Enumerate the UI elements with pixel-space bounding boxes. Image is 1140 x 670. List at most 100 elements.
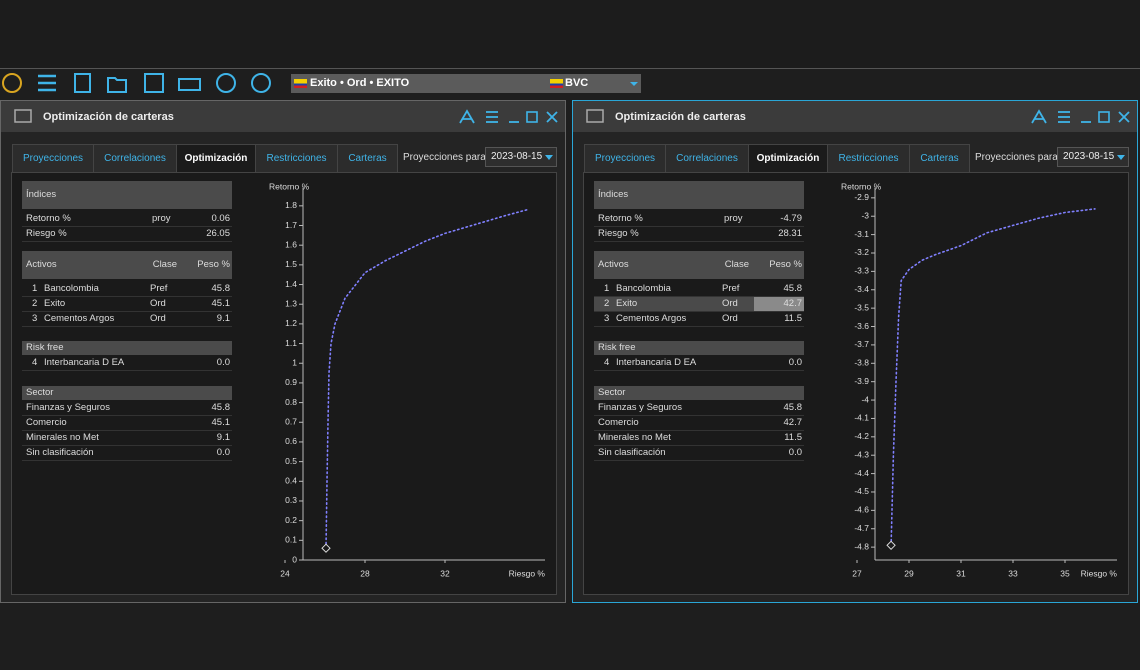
section-title: Risk free [26,342,64,353]
row-class: Ord [150,298,166,309]
date-selector[interactable]: 2023-08-15 [1057,147,1129,167]
row-index: 4 [604,357,610,368]
help-icon[interactable] [251,73,271,93]
row-value: 42.7 [783,417,803,428]
row-value: -4.79 [780,213,802,224]
date-selector[interactable]: 2023-08-15 [485,147,557,167]
row-label: Comercio [26,417,67,428]
risk-free-header [22,341,232,355]
row-value: 45.1 [211,417,231,428]
tab[interactable]: Proyecciones [584,144,666,172]
toolbar-icons [2,73,271,93]
row-label: Retorno % [598,213,643,224]
cell-highlight [754,297,804,311]
row-value: 45.8 [783,402,803,413]
panel-icon [14,109,32,123]
row-label: Bancolombia [44,283,99,294]
print-icon[interactable] [178,78,201,91]
indices-header [22,181,232,209]
tab[interactable]: Correlaciones [93,144,177,172]
close-icon[interactable] [546,111,558,123]
table-row [594,282,804,297]
menu-icon[interactable] [38,74,56,92]
open-icon[interactable] [107,77,127,93]
row-label: Minerales no Met [598,432,671,443]
instrument-selector[interactable]: Exito • Ord • EXITO BVC [291,74,641,93]
row-label: Sin clasificación [26,447,94,458]
date: 2023-08-15 [1063,151,1115,162]
pdf-icon[interactable] [459,109,475,124]
row-index: 2 [32,298,38,309]
column-header: Activos [26,259,57,270]
tab[interactable]: Restricciones [255,144,338,172]
row-class: Pref [150,283,168,294]
row-highlight [594,297,754,311]
tab[interactable]: Carteras [337,144,398,172]
table-row [594,401,804,416]
save-icon[interactable] [144,73,164,93]
tab-label: Correlaciones [104,153,166,164]
tab-label: Restricciones [838,153,899,164]
row-label: Cementos Argos [44,313,115,324]
panel: Optimización de carteras Proyecciones Corr… [0,100,566,603]
tab-label: Carteras [348,153,387,164]
row-label: Minerales no Met [26,432,99,443]
row-value: 45.8 [211,402,231,413]
tab[interactable]: Carteras [909,144,970,172]
row-index: 3 [604,313,610,324]
tab-label: Optimización [756,153,820,164]
close-icon[interactable] [1118,111,1130,123]
tab[interactable]: Optimización [748,144,828,172]
row-value: 45.8 [783,283,803,294]
tab[interactable]: Restricciones [827,144,910,172]
activos-header [594,251,804,279]
table-row [22,401,232,416]
date: 2023-08-15 [491,151,543,162]
tab[interactable]: Correlaciones [665,144,749,172]
restore-icon[interactable] [526,111,538,123]
tab-label: Carteras [920,153,959,164]
row-index: 3 [32,313,38,324]
row-value: 45.1 [211,298,231,309]
row-label: Sin clasificación [598,447,666,458]
panel-title: Optimización de carteras [43,111,174,123]
row-value: 0.0 [788,447,802,458]
tab-label: Correlaciones [676,153,738,164]
dropdown-arrow [1117,155,1125,160]
row-label: Cementos Argos [616,313,687,324]
row-class: Pref [722,283,740,294]
row-class: Ord [150,313,166,324]
row-class: Ord [722,313,738,324]
app-icon[interactable] [2,73,22,93]
table-row [22,312,232,327]
row-value: 0.06 [211,213,231,224]
column-header: Activos [598,259,629,270]
toolbar: Exito • Ord • EXITO BVC [0,70,1140,97]
tab[interactable]: Proyecciones [12,144,94,172]
web-icon[interactable] [216,73,236,93]
sector-header [594,386,804,400]
column-header: Peso % [769,259,802,270]
section-title: Sector [26,387,54,398]
content: Índices Retorno % proy 0.06 Riesgo % 26.05 Act… [11,172,557,595]
row-label: Interbancaria D EA [44,357,125,368]
table-row [22,227,232,242]
tab[interactable]: Optimización [176,144,256,172]
table-row [594,416,804,431]
activos-header [22,251,232,279]
row-tag: proy [724,213,743,224]
pdf-icon[interactable] [1031,109,1047,124]
market: BVC [565,77,589,89]
dropdown-arrow [545,155,553,160]
table-row [22,446,232,461]
row-value: 26.05 [206,228,230,239]
row-value: 0.0 [788,357,802,368]
restore-icon[interactable] [1098,111,1110,123]
column-header: Clase [724,259,749,270]
new-icon[interactable] [74,73,91,93]
tab-label: Proyecciones [594,153,656,164]
top-band [0,0,1140,69]
row-tag: proy [152,213,171,224]
sector-header [22,386,232,400]
projection-label: Proyecciones para: [403,152,489,163]
